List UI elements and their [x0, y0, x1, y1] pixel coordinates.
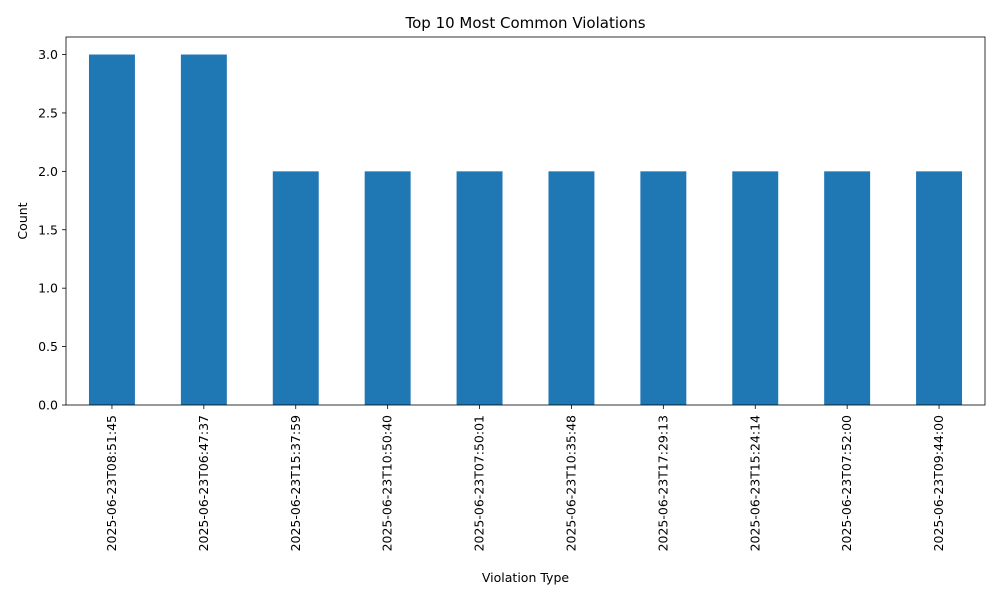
- x-axis-title: Violation Type: [482, 570, 569, 585]
- x-tick-label: 2025-06-23T07:50:01: [472, 415, 487, 551]
- x-tick-label: 2025-06-23T06:47:37: [196, 415, 211, 551]
- y-tick-label: 1.0: [38, 281, 58, 296]
- bars: [88, 54, 963, 406]
- x-tick-label: 2025-06-23T10:35:48: [563, 415, 578, 551]
- x-tick-label: 2025-06-23T07:52:00: [839, 415, 854, 551]
- y-tick-label: 2.0: [38, 164, 58, 179]
- x-tick-label: 2025-06-23T15:37:59: [288, 415, 303, 551]
- y-tick-label: 3.0: [38, 47, 58, 62]
- bar: [456, 171, 503, 405]
- x-tick-label: 2025-06-23T15:24:14: [747, 415, 762, 551]
- bar: [364, 171, 411, 405]
- x-tick-label: 2025-06-23T08:51:45: [104, 415, 119, 551]
- y-tick-label: 1.5: [38, 222, 58, 237]
- x-tick-label: 2025-06-23T10:50:40: [380, 415, 395, 551]
- x-tick-label: 2025-06-23T17:29:13: [655, 415, 670, 551]
- x-axis-ticks: 2025-06-23T08:51:45 2025-06-23T06:47:37 20…: [104, 405, 946, 551]
- plot-frame: [65, 36, 986, 406]
- bar: [180, 54, 227, 406]
- bar: [88, 54, 135, 406]
- bar: [916, 171, 963, 405]
- y-axis-title: Count: [15, 202, 30, 239]
- y-tick-label: 2.5: [38, 105, 58, 120]
- y-axis-ticks: 0.0 0.5 1.0 1.5 2.0 2.5 3.0: [38, 47, 66, 413]
- bar: [824, 171, 871, 405]
- bar: [640, 171, 687, 405]
- bar: [272, 171, 319, 405]
- x-tick-label: 2025-06-23T09:44:00: [931, 415, 946, 551]
- y-tick-label: 0.5: [38, 339, 58, 354]
- bar: [732, 171, 779, 405]
- chart-title: Top 10 Most Common Violations: [404, 14, 645, 32]
- y-tick-label: 0.0: [38, 398, 58, 413]
- bar: [548, 171, 595, 405]
